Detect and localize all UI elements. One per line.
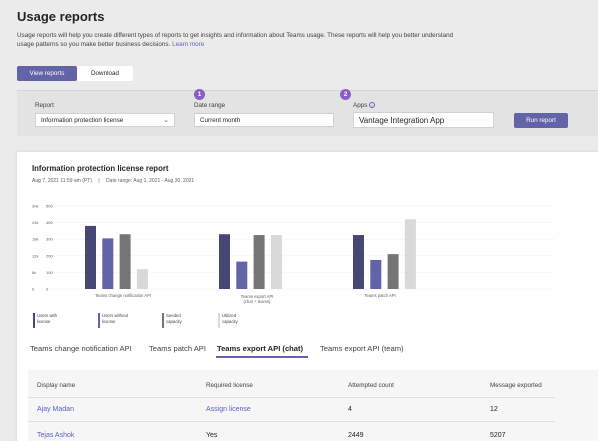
bar[interactable] — [102, 238, 114, 289]
report-subtitle: Aug 7, 2021 11:59 am (PT) | Date range: … — [32, 178, 195, 184]
column-header[interactable]: Display name — [37, 382, 76, 389]
bar[interactable] — [85, 225, 96, 289]
x-axis-category-label: Teams export API (chat + teams) — [240, 294, 274, 304]
column-header[interactable]: Message exported — [490, 382, 542, 389]
secondary-axis-tick: 300 — [46, 237, 53, 242]
table-divider — [28, 397, 555, 398]
tab-view-reports[interactable]: View reports — [17, 66, 77, 81]
table-divider — [28, 421, 555, 422]
apps-input[interactable]: Vantage Integration App — [353, 112, 494, 128]
x-axis-category-label: Teams change notification API — [94, 293, 152, 298]
tab-download[interactable]: Download — [77, 66, 133, 81]
secondary-axis-tick: 500 — [46, 204, 53, 209]
column-header[interactable]: Attempted count — [348, 382, 394, 389]
legend-label: Seeded capacity — [166, 313, 182, 324]
bar[interactable] — [404, 219, 416, 289]
filter-bar: Report Information protection license ⌄ … — [17, 89, 598, 136]
bar[interactable] — [236, 261, 248, 289]
legend-swatch — [33, 313, 35, 328]
table-cell: 12 — [490, 406, 498, 413]
secondary-axis-tick: 400 — [46, 220, 53, 225]
bar[interactable] — [270, 235, 282, 289]
run-report-button[interactable]: Run report — [514, 113, 568, 128]
left-axis-tick: 12k — [32, 253, 38, 258]
result-tab[interactable]: Teams export API (chat) — [217, 344, 304, 353]
step-badge-2: 2 — [340, 89, 351, 100]
step-badge-1: 1 — [194, 89, 205, 100]
legend-label: Users without license — [102, 313, 129, 324]
bar[interactable] — [119, 234, 131, 289]
left-axis-tick: 30k — [32, 204, 38, 209]
result-tab[interactable]: Teams export API (team) — [320, 344, 404, 353]
table-cell: 5207 — [490, 432, 506, 439]
left-axis-tick: 18k — [32, 237, 38, 242]
secondary-axis-tick: 200 — [46, 253, 53, 258]
table-cell: 2449 — [348, 432, 364, 439]
bar[interactable] — [353, 235, 364, 289]
legend-label: Utilized capacity — [222, 313, 238, 324]
bar[interactable] — [387, 254, 399, 289]
bar[interactable] — [219, 234, 230, 289]
date-range-input[interactable]: Current month — [194, 113, 334, 127]
left-axis-tick: 24k — [32, 220, 38, 225]
table-cell[interactable]: Tejas Ashok — [37, 432, 75, 439]
table-cell: 4 — [348, 406, 352, 413]
bar[interactable] — [370, 259, 382, 289]
legend-swatch — [162, 313, 164, 328]
active-tab-underline — [216, 356, 308, 358]
info-icon[interactable]: i — [369, 102, 376, 108]
legend-swatch — [98, 313, 100, 328]
chevron-down-icon: ⌄ — [163, 117, 169, 124]
report-select[interactable]: Information protection license ⌄ — [35, 113, 175, 127]
secondary-axis-tick: 0 — [46, 287, 49, 292]
bar[interactable] — [136, 269, 148, 289]
legend-item[interactable]: Users with license — [33, 313, 58, 328]
secondary-axis-tick: 100 — [46, 270, 53, 275]
results-table — [28, 370, 598, 441]
legend-label: Users with license — [37, 313, 58, 324]
legend-swatch — [218, 313, 220, 328]
bar[interactable] — [253, 235, 265, 289]
legend-item[interactable]: Seeded capacity — [162, 313, 182, 328]
apps-label: Apps i — [353, 102, 376, 109]
column-header[interactable]: Required license — [206, 382, 253, 389]
view-tabs: View reports Download — [17, 66, 133, 81]
x-axis-category-label: Teams patch API — [364, 293, 396, 298]
legend-item[interactable]: Users without license — [98, 313, 129, 328]
left-axis-tick: 6k — [32, 270, 36, 275]
table-cell[interactable]: Ajay Madan — [37, 406, 74, 413]
learn-more-link[interactable]: Learn more — [172, 41, 205, 48]
result-tab[interactable]: Teams patch API — [149, 344, 206, 353]
left-axis-tick: 0 — [32, 287, 35, 292]
table-cell: Yes — [206, 432, 218, 439]
legend-item[interactable]: Utilized capacity — [218, 313, 238, 328]
date-range-label: Date range — [194, 102, 226, 109]
page-description: Usage reports will help you create diffe… — [17, 32, 454, 48]
result-tab[interactable]: Teams change notification API — [30, 344, 132, 353]
table-cell[interactable]: Assign license — [206, 406, 251, 413]
report-label: Report — [35, 102, 54, 109]
page-title: Usage reports — [17, 9, 105, 24]
report-title: Information protection license report — [32, 164, 169, 173]
